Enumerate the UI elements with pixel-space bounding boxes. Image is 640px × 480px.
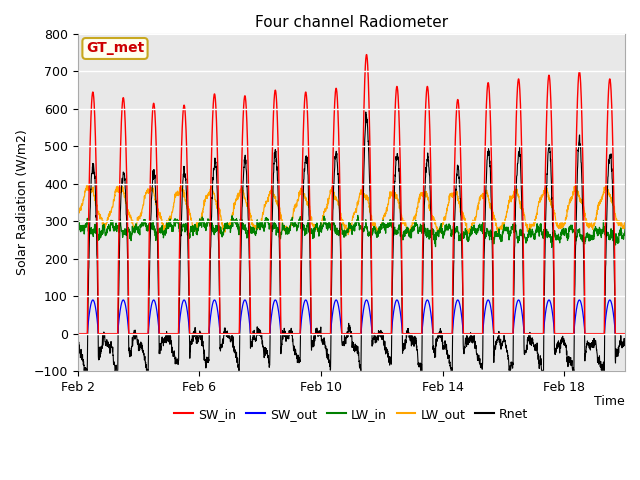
SW_out [621,331,629,336]
Rnet [74,342,81,348]
LW_out [127,213,134,219]
SW_out [273,299,280,304]
LW_in [160,233,168,239]
Rnet [127,350,134,356]
Line: Rnet: Rnet [77,112,625,380]
Text: GT_met: GT_met [86,41,144,56]
LW_in [369,230,376,236]
SW_out [89,297,97,303]
LW_out [273,199,280,205]
Line: SW_in: SW_in [77,55,625,334]
SW_in [363,52,371,58]
LW_in [195,220,203,226]
Y-axis label: Solar Radiation (W/m2): Solar Radiation (W/m2) [15,130,28,276]
SW_out [195,331,203,336]
SW_out [369,331,376,336]
SW_in [160,331,168,336]
LW_in [273,232,280,238]
Rnet [551,348,559,354]
Line: SW_out: SW_out [77,300,625,334]
SW_out [550,330,558,336]
SW_in [550,326,558,332]
SW_in [369,331,376,336]
SW_in [195,331,203,336]
Rnet [362,109,370,115]
SW_out [74,331,81,336]
LW_out [344,232,352,238]
SW_out [160,331,168,336]
Line: LW_in: LW_in [77,216,625,247]
LW_out [550,210,558,216]
LW_in [551,228,559,234]
Rnet [160,336,168,342]
Title: Four channel Radiometer: Four channel Radiometer [255,15,448,30]
SW_in [74,331,81,336]
Legend: SW_in, SW_out, LW_in, LW_out, Rnet: SW_in, SW_out, LW_in, LW_out, Rnet [170,403,533,426]
LW_in [621,227,629,232]
Rnet [273,159,280,165]
LW_in [127,232,134,238]
SW_in [273,93,280,99]
Rnet [621,337,629,343]
LW_in [74,226,81,232]
SW_in [127,331,134,336]
LW_in [354,213,362,218]
LW_out [369,219,376,225]
Rnet [540,377,547,383]
LW_out [572,182,580,188]
LW_out [621,220,629,226]
LW_out [160,227,168,233]
Rnet [195,333,203,339]
SW_in [621,331,629,336]
SW_out [127,331,135,336]
LW_out [74,215,81,221]
LW_out [195,218,203,224]
Line: LW_out: LW_out [77,185,625,235]
LW_in [548,244,556,250]
Rnet [369,341,376,347]
X-axis label: Time: Time [595,395,625,408]
